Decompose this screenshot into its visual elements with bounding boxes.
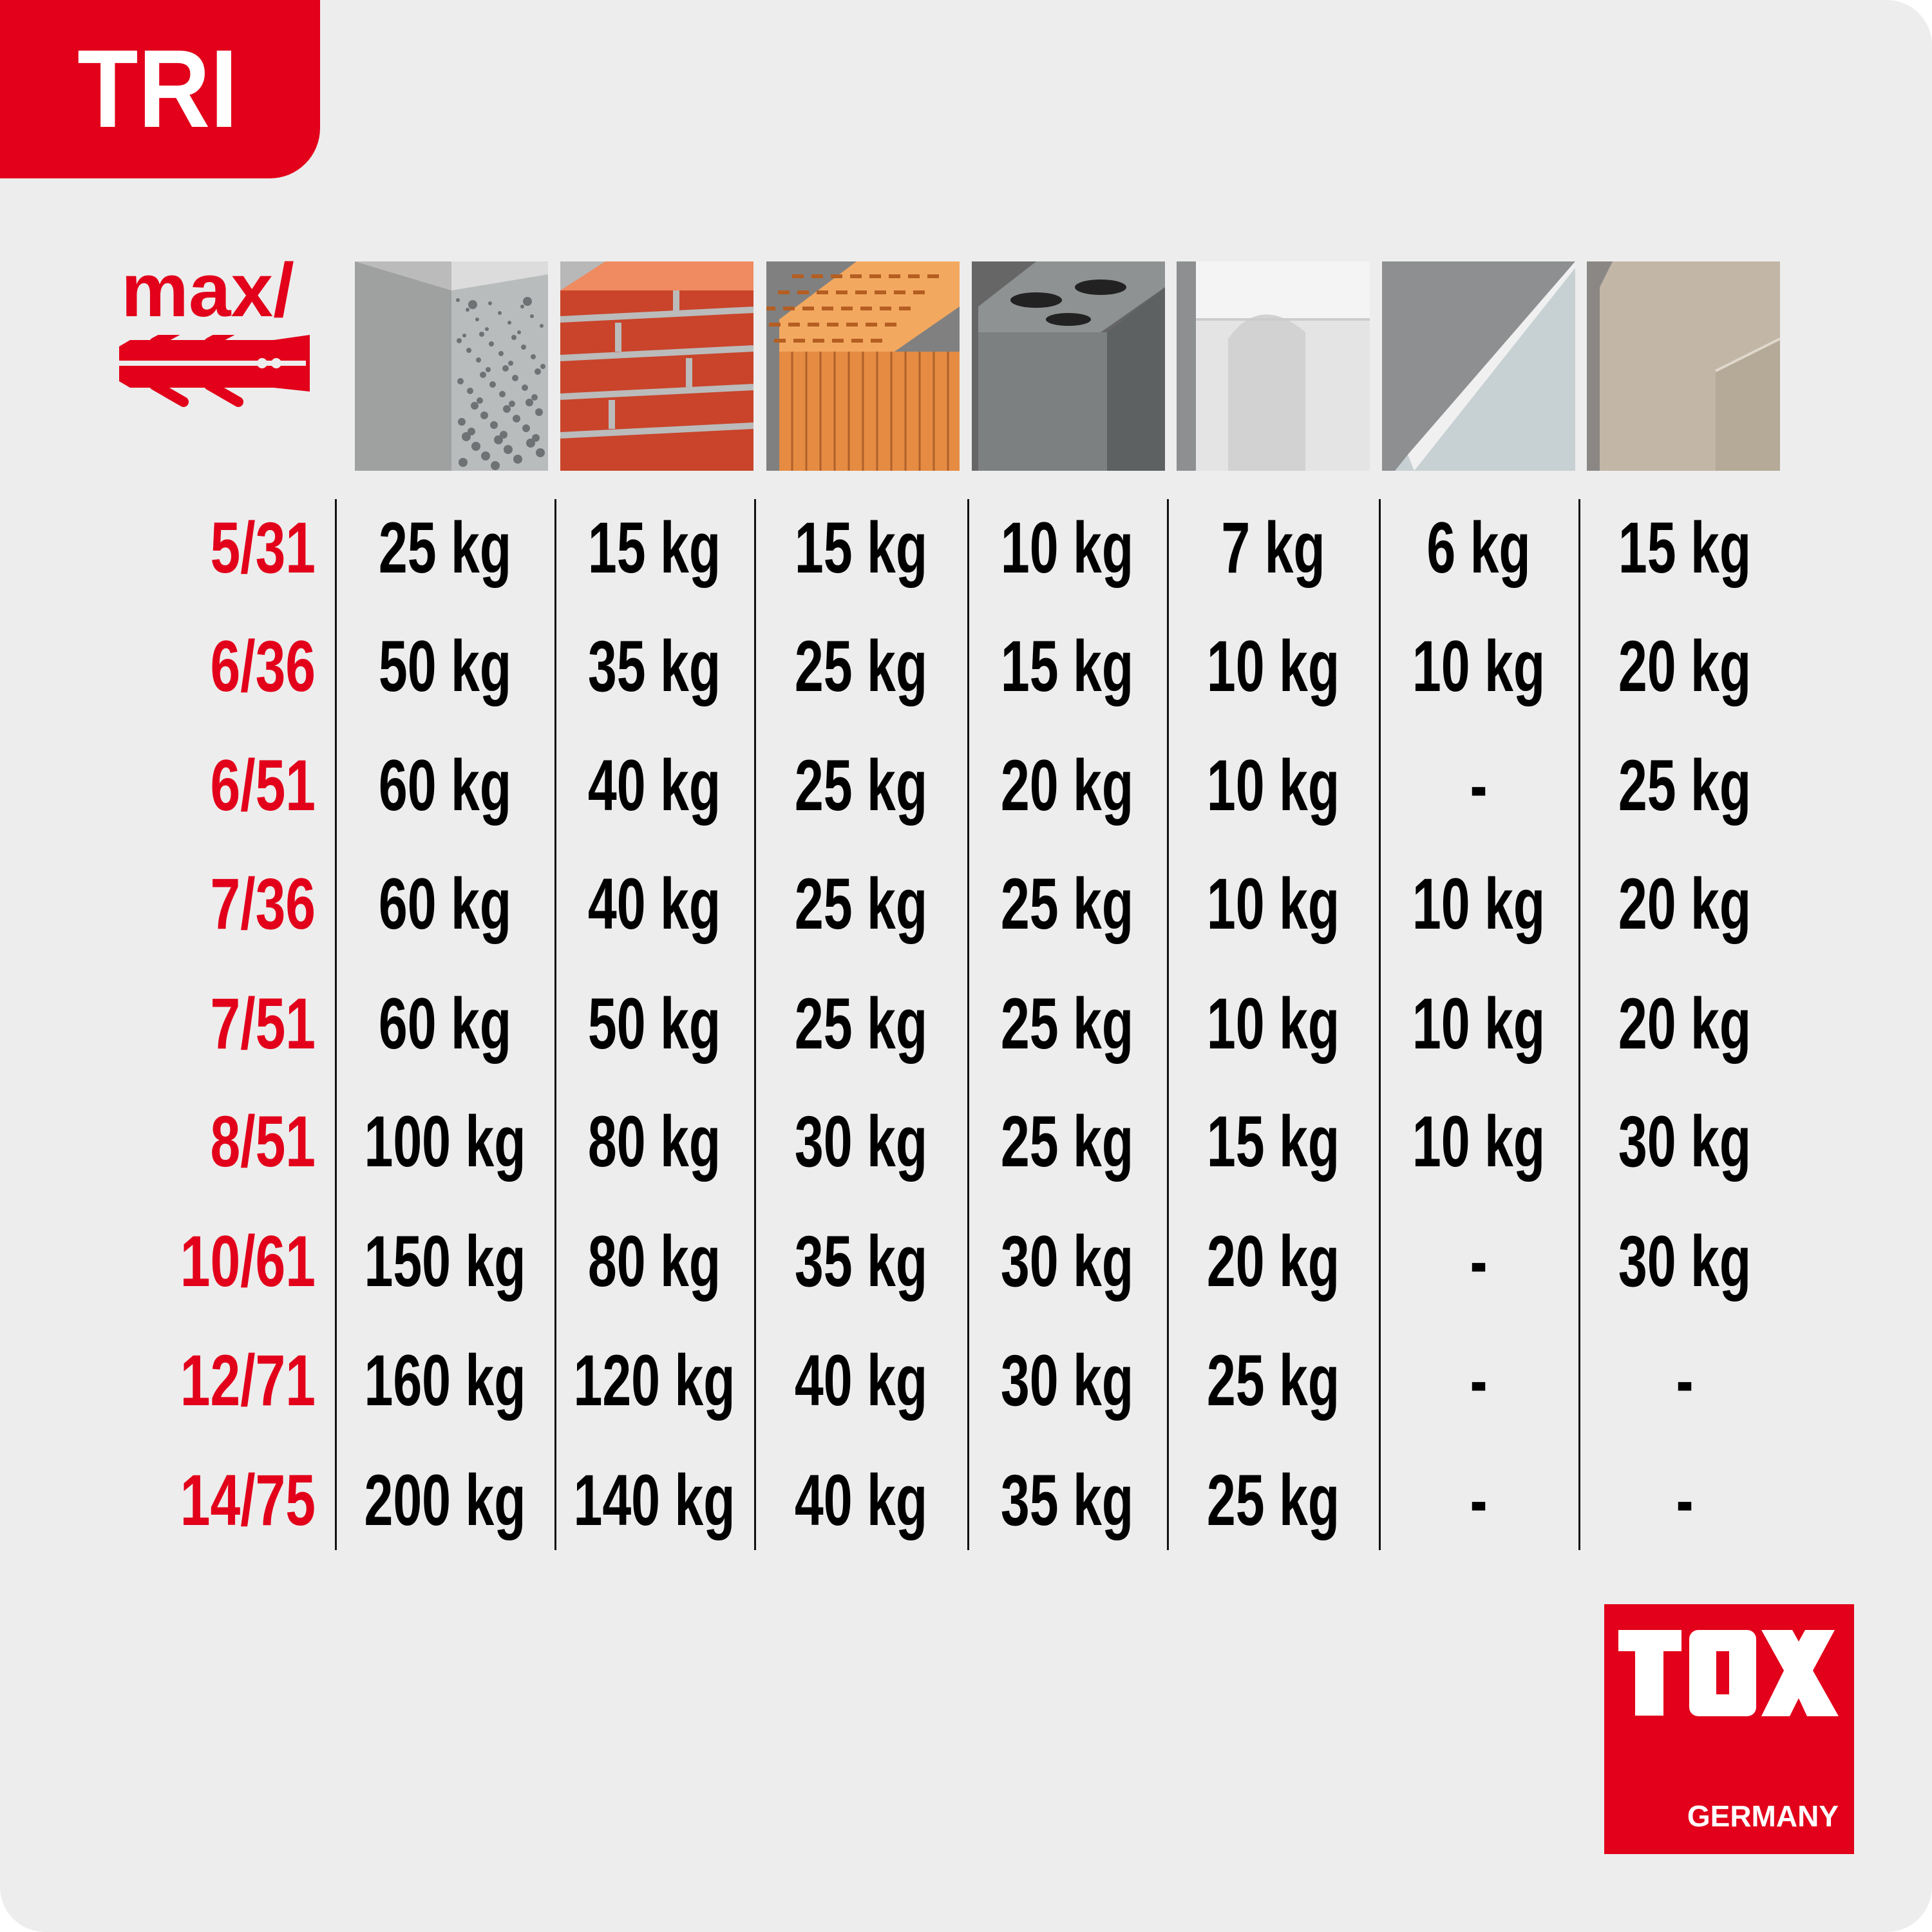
- load-value-cell: 50 kg: [378, 626, 511, 706]
- hollow-concrete-block-icon: [972, 261, 1165, 471]
- column-divider: [754, 499, 756, 1550]
- load-value-cell: 10 kg: [1206, 745, 1340, 826]
- load-value-cell: 200 kg: [363, 1460, 526, 1540]
- load-value-cell: 25 kg: [1206, 1340, 1340, 1421]
- logo-subtitle: GERMANY: [1687, 1799, 1839, 1833]
- load-value-cell: 25 kg: [794, 864, 927, 944]
- load-value-cell: 30 kg: [794, 1101, 927, 1182]
- load-value-cell: 20 kg: [1618, 626, 1751, 706]
- load-value-cell: 160 kg: [363, 1340, 526, 1421]
- row-label-size: 14/75: [180, 1460, 316, 1540]
- column-divider: [967, 499, 969, 1550]
- load-value-cell: 50 kg: [587, 983, 721, 1064]
- load-value-cell: 100 kg: [363, 1101, 526, 1182]
- concrete-icon: [355, 261, 548, 471]
- load-value-cell: -: [1676, 1460, 1693, 1540]
- load-value-cell: 25 kg: [1000, 1101, 1134, 1182]
- load-value-cell: 30 kg: [1000, 1221, 1134, 1302]
- row-label-size: 7/36: [210, 864, 316, 944]
- load-value-cell: 120 kg: [573, 1340, 735, 1421]
- load-value-cell: 10 kg: [1000, 507, 1134, 588]
- column-divider: [554, 499, 556, 1550]
- load-value-cell: 25 kg: [794, 626, 927, 706]
- product-name: TRI: [77, 27, 238, 151]
- load-value-cell: 30 kg: [1618, 1101, 1751, 1182]
- max-load-label: max/: [121, 248, 294, 333]
- load-value-cell: 25 kg: [794, 745, 927, 826]
- column-divider: [335, 499, 337, 1550]
- wall-plug-icon: [119, 335, 310, 407]
- row-label-size: 10/61: [180, 1221, 316, 1302]
- load-value-cell: -: [1470, 1221, 1488, 1302]
- gypsum-board-icon: [1382, 261, 1575, 471]
- row-label-size: 5/31: [210, 507, 316, 588]
- load-value-cell: 30 kg: [1618, 1221, 1751, 1302]
- load-value-cell: 40 kg: [794, 1460, 927, 1540]
- column-divider: [1578, 499, 1580, 1550]
- load-value-cell: 60 kg: [378, 983, 511, 1064]
- load-value-cell: -: [1676, 1340, 1693, 1421]
- load-value-cell: 60 kg: [378, 864, 511, 944]
- solid-brick-icon: [560, 261, 753, 471]
- load-value-cell: 35 kg: [587, 626, 721, 706]
- load-value-cell: 25 kg: [1206, 1460, 1340, 1540]
- load-value-cell: 150 kg: [363, 1221, 526, 1302]
- load-value-cell: 25 kg: [794, 983, 927, 1064]
- load-value-cell: -: [1470, 745, 1488, 826]
- row-label-size: 8/51: [210, 1101, 316, 1182]
- perforated-clay-brick-icon: [766, 261, 960, 471]
- product-tab: TRI: [0, 0, 320, 178]
- load-value-cell: -: [1470, 1460, 1488, 1540]
- load-value-cell: 25 kg: [378, 507, 511, 588]
- load-value-cell: 15 kg: [1000, 626, 1134, 706]
- load-value-cell: 25 kg: [1000, 983, 1134, 1064]
- tox-logo: GERMANY: [1604, 1604, 1854, 1854]
- load-value-cell: 15 kg: [587, 507, 721, 588]
- load-value-cell: 20 kg: [1618, 983, 1751, 1064]
- load-value-cell: 35 kg: [1000, 1460, 1134, 1540]
- load-value-cell: 140 kg: [573, 1460, 735, 1540]
- tox-wordmark: [1618, 1630, 1839, 1716]
- load-value-cell: 10 kg: [1412, 864, 1546, 944]
- load-value-cell: 10 kg: [1206, 626, 1340, 706]
- load-value-cell: 35 kg: [794, 1221, 927, 1302]
- row-label-size: 12/71: [180, 1340, 316, 1421]
- aerated-concrete-icon: [1177, 261, 1370, 471]
- load-value-cell: 7 kg: [1220, 507, 1325, 588]
- load-value-cell: 15 kg: [1618, 507, 1751, 588]
- load-value-cell: 40 kg: [587, 745, 721, 826]
- load-value-cell: 25 kg: [1618, 745, 1751, 826]
- load-value-cell: 15 kg: [794, 507, 927, 588]
- row-label-size: 7/51: [210, 983, 316, 1064]
- load-value-cell: 6 kg: [1426, 507, 1531, 588]
- chipboard-icon: [1587, 261, 1780, 471]
- load-value-cell: 30 kg: [1000, 1340, 1134, 1421]
- load-value-cell: 25 kg: [1000, 864, 1134, 944]
- load-value-cell: 10 kg: [1206, 983, 1340, 1064]
- load-value-cell: 20 kg: [1618, 864, 1751, 944]
- load-value-cell: 15 kg: [1206, 1101, 1340, 1182]
- row-label-size: 6/51: [210, 745, 316, 826]
- column-divider: [1379, 499, 1381, 1550]
- load-value-cell: -: [1470, 1340, 1488, 1421]
- load-value-cell: 40 kg: [794, 1340, 927, 1421]
- load-value-cell: 40 kg: [587, 864, 721, 944]
- column-divider: [1167, 499, 1169, 1550]
- load-value-cell: 80 kg: [587, 1101, 721, 1182]
- load-value-cell: 20 kg: [1000, 745, 1134, 826]
- load-value-cell: 10 kg: [1412, 626, 1546, 706]
- load-value-cell: 10 kg: [1412, 1101, 1546, 1182]
- row-label-size: 6/36: [210, 626, 316, 706]
- load-value-cell: 20 kg: [1206, 1221, 1340, 1302]
- load-value-cell: 10 kg: [1206, 864, 1340, 944]
- load-value-cell: 60 kg: [378, 745, 511, 826]
- load-value-cell: 10 kg: [1412, 983, 1546, 1064]
- load-value-cell: 80 kg: [587, 1221, 721, 1302]
